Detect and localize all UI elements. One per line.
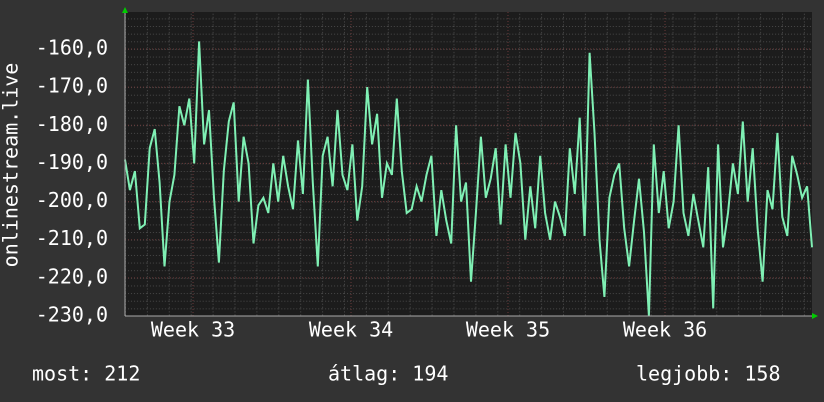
y-tick-label: -190,0	[36, 150, 108, 174]
y-axis-label: onlinestream.live	[0, 63, 23, 268]
y-tick-label: -170,0	[36, 74, 108, 98]
x-tick-label: Week 36	[623, 318, 707, 342]
x-tick-label: Week 33	[151, 318, 235, 342]
x-arrow	[812, 313, 818, 319]
footer-average: átlag: 194	[328, 362, 448, 386]
y-tick-label: -230,0	[36, 303, 108, 327]
x-tick-label: Week 34	[309, 318, 393, 342]
y-tick-label: -220,0	[36, 264, 108, 288]
y-tick-label: -200,0	[36, 188, 108, 212]
y-arrow	[122, 7, 128, 13]
y-tick-label: -160,0	[36, 35, 108, 59]
footer-current: most: 212	[32, 362, 140, 386]
data-line	[124, 41, 813, 317]
y-tick-label: -210,0	[36, 226, 108, 250]
x-tick-label: Week 35	[466, 318, 550, 342]
minor-grid	[125, 12, 812, 316]
y-tick-label: -180,0	[36, 112, 108, 136]
footer-best: legjobb: 158	[636, 362, 781, 386]
